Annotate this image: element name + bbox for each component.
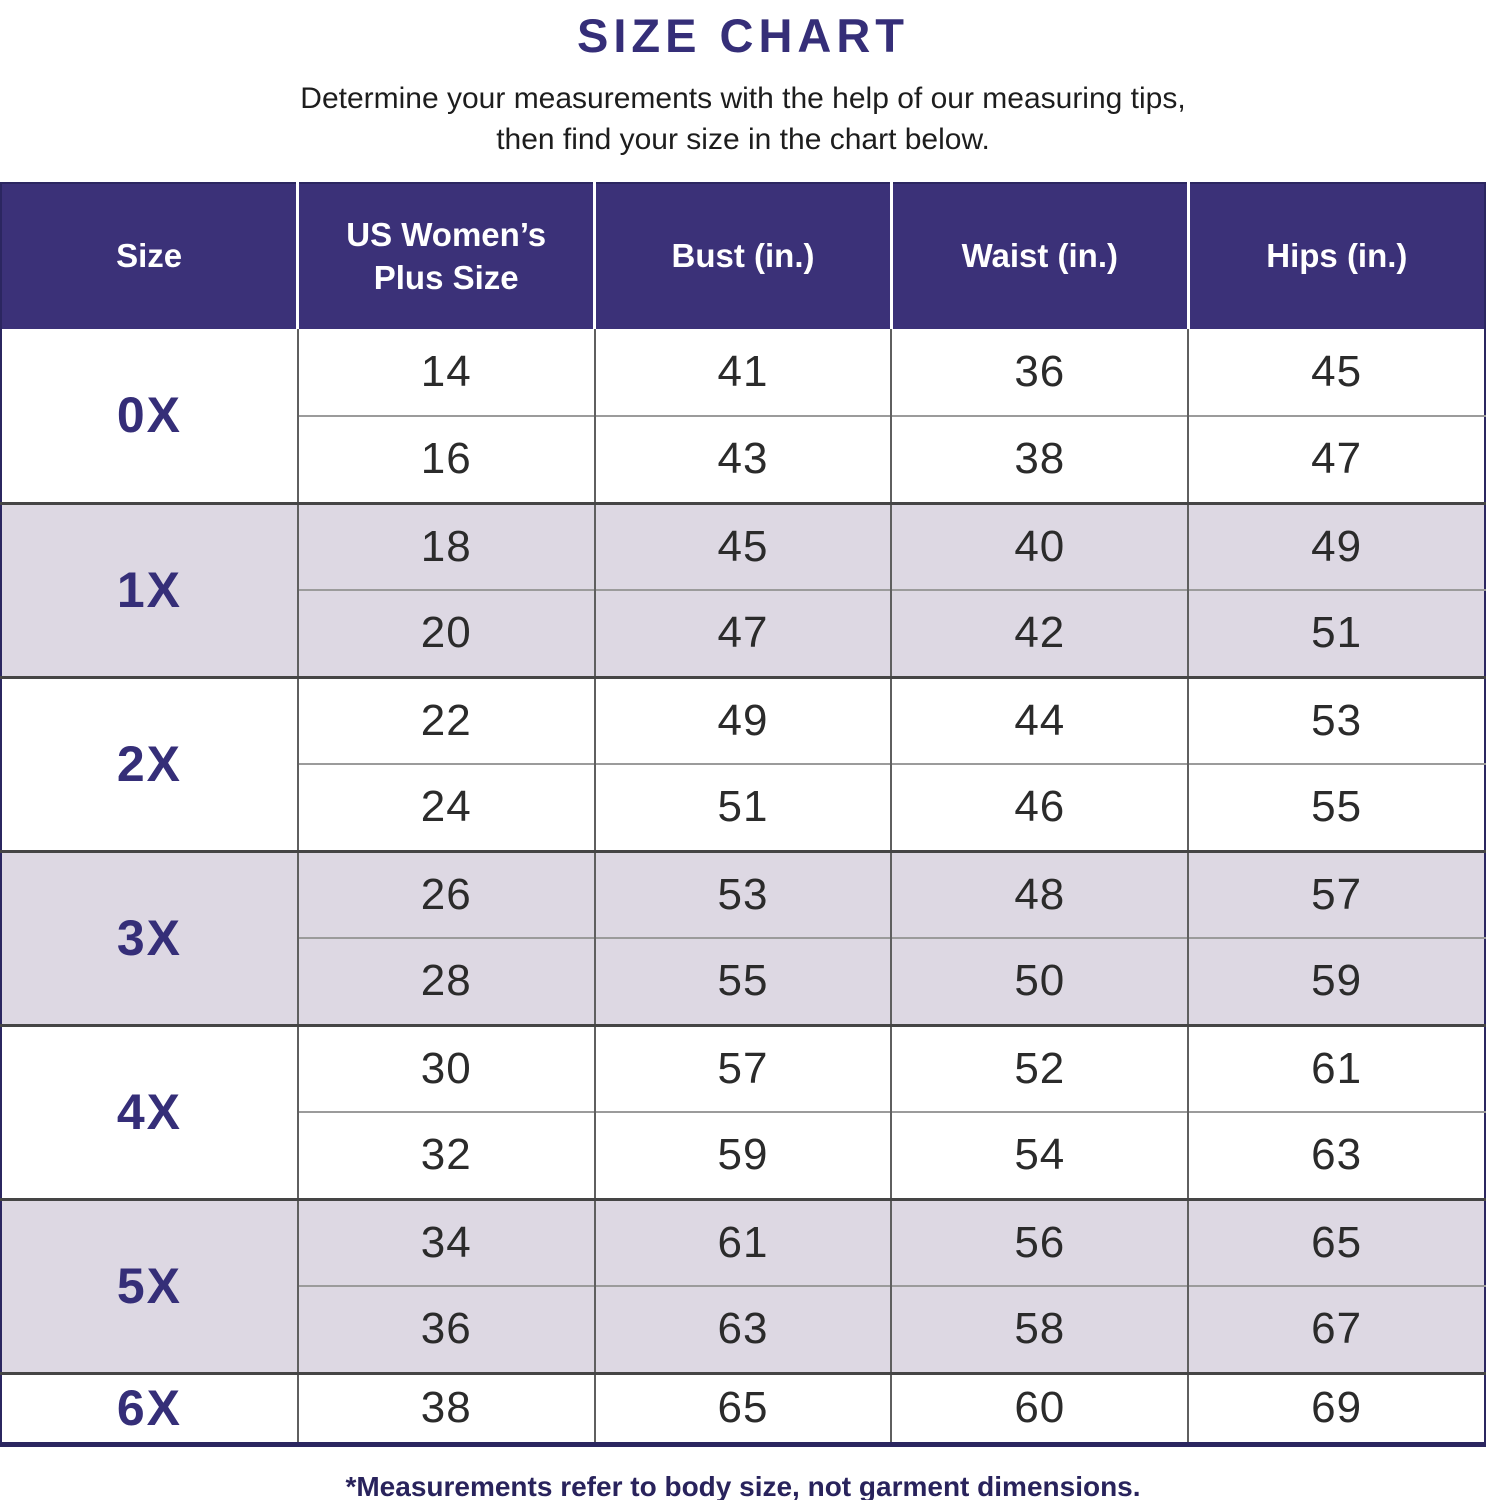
cell-waist: 48 xyxy=(890,849,1189,938)
cell-us-size: 28 xyxy=(296,937,595,1025)
cell-bust: 49 xyxy=(593,675,892,764)
cell-waist: 54 xyxy=(890,1111,1189,1199)
cell-waist: 44 xyxy=(890,675,1189,764)
table-row: 20 47 42 51 xyxy=(1,589,1485,677)
cell-bust: 59 xyxy=(593,1111,892,1199)
cell-bust: 65 xyxy=(593,1371,892,1444)
cell-us-size: 30 xyxy=(296,1023,595,1112)
cell-bust: 61 xyxy=(593,1197,892,1286)
cell-bust: 47 xyxy=(593,589,892,677)
subtitle-line-1: Determine your measurements with the hel… xyxy=(300,82,1186,115)
cell-hips: 45 xyxy=(1187,329,1485,416)
table-row: 5X 34 61 56 65 xyxy=(1,1197,1485,1373)
cell-hips: 53 xyxy=(1187,675,1485,764)
cell-hips: 65 xyxy=(1187,1197,1485,1286)
cell-us-size: 38 xyxy=(296,1371,595,1444)
column-header-hips: Hips (in.) xyxy=(1186,183,1485,329)
cell-hips: 67 xyxy=(1187,1285,1485,1373)
cell-waist: 50 xyxy=(890,937,1189,1025)
cell-waist: 56 xyxy=(890,1197,1189,1286)
cell-waist: 38 xyxy=(890,415,1189,503)
table-row: 2X 22 49 44 53 xyxy=(1,675,1485,851)
cell-us-size: 26 xyxy=(296,849,595,938)
cell-us-size: 34 xyxy=(296,1197,595,1286)
cell-hips: 61 xyxy=(1187,1023,1485,1112)
cell-waist: 42 xyxy=(890,589,1189,677)
cell-bust: 45 xyxy=(593,501,892,590)
table-row: 6X 38 65 60 69 xyxy=(1,1371,1485,1444)
cell-us-size: 18 xyxy=(296,501,595,590)
cell-us-size: 16 xyxy=(296,415,595,503)
cell-bust: 53 xyxy=(593,849,892,938)
cell-hips: 51 xyxy=(1187,589,1485,677)
cell-us-size: 22 xyxy=(296,675,595,764)
cell-hips: 63 xyxy=(1187,1111,1485,1199)
cell-waist: 52 xyxy=(890,1023,1189,1112)
size-group-label: 2X xyxy=(1,675,298,851)
cell-waist: 58 xyxy=(890,1285,1189,1373)
cell-hips: 59 xyxy=(1187,937,1485,1025)
cell-bust: 51 xyxy=(593,763,892,851)
cell-us-size: 24 xyxy=(296,763,595,851)
table-row: 36 63 58 67 xyxy=(1,1285,1485,1373)
size-group-label: 0X xyxy=(116,387,182,444)
cell-waist: 60 xyxy=(890,1371,1189,1444)
page-title: SIZE CHART xyxy=(577,9,909,62)
cell-hips: 47 xyxy=(1187,415,1485,503)
cell-bust: 43 xyxy=(593,415,892,503)
cell-hips: 69 xyxy=(1187,1371,1485,1444)
measurements-footnote: *Measurements refer to body size, not ga… xyxy=(345,1470,1141,1500)
table-row: 16 43 38 47 xyxy=(1,415,1485,503)
size-group-label: 5X xyxy=(1,1197,298,1373)
cell-waist: 40 xyxy=(890,501,1189,590)
table-row: 0X 14 41 36 45 xyxy=(1,329,1485,443)
table-row: 32 59 54 63 xyxy=(1,1111,1485,1199)
subtitle-line-2: then find your size in the chart below. xyxy=(496,122,990,156)
cell-waist: 36 xyxy=(890,329,1189,416)
column-header-us-plus-size: US Women’s Plus Size xyxy=(296,183,595,329)
cell-bust: 55 xyxy=(593,937,892,1025)
cell-hips: 57 xyxy=(1187,849,1485,938)
cell-us-size: 20 xyxy=(296,589,595,677)
cell-us-size: 32 xyxy=(296,1111,595,1199)
size-group-label: 1X xyxy=(1,501,298,677)
size-group-label: 3X xyxy=(1,849,298,1025)
table-row: 4X 30 57 52 61 xyxy=(1,1023,1485,1199)
cell-hips: 55 xyxy=(1187,763,1485,851)
cell-us-size: 36 xyxy=(296,1285,595,1373)
column-header-waist: Waist (in.) xyxy=(889,183,1189,329)
table-row: 24 51 46 55 xyxy=(1,763,1485,851)
size-group-label: 4X xyxy=(1,1023,298,1199)
cell-bust: 63 xyxy=(593,1285,892,1373)
table-row: 28 55 50 59 xyxy=(1,937,1485,1025)
table-row: 1X 18 45 40 49 xyxy=(1,501,1485,677)
column-header-bust: Bust (in.) xyxy=(593,183,892,329)
header-row: Size US Women’s Plus Size Bust (in.) Wai… xyxy=(1,183,1485,329)
size-chart-table: Size US Women’s Plus Size Bust (in.) Wai… xyxy=(0,182,1486,1447)
cell-bust: 41 xyxy=(593,329,892,416)
size-group-label: 6X xyxy=(1,1371,298,1444)
column-header-size: Size xyxy=(1,183,298,329)
cell-bust: 57 xyxy=(593,1023,892,1112)
cell-hips: 49 xyxy=(1187,501,1485,590)
table-row: 3X 26 53 48 57 xyxy=(1,849,1485,1025)
page-subtitle: Determine your measurements with the hel… xyxy=(0,79,1486,160)
cell-us-size: 14 xyxy=(296,329,595,416)
cell-waist: 46 xyxy=(890,763,1189,851)
